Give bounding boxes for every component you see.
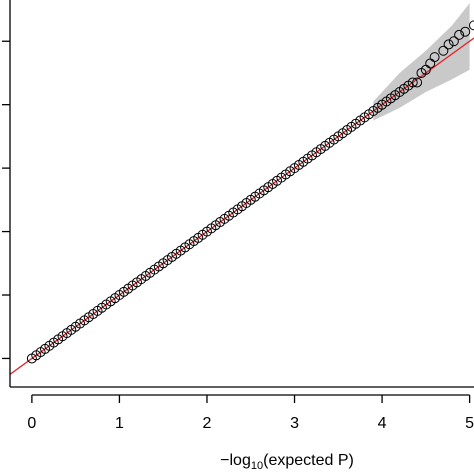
data-point [454,29,465,40]
data-point [448,36,459,47]
data-point [438,45,449,56]
x-tick-label: 1 [115,415,124,432]
data-point [407,77,418,88]
x-axis-title: −log10(expected P) [220,452,354,472]
reference-line [10,37,474,375]
x-tick-label: 4 [378,415,387,432]
x-tick-label: 3 [290,415,299,432]
plot-clip-group [10,3,474,375]
points-layer [26,20,474,364]
data-point [460,26,471,37]
data-point [429,52,440,63]
reference-line-layer [10,37,474,375]
x-tick-label: 0 [27,415,36,432]
data-point [443,39,454,50]
data-point [412,77,423,88]
plot-frame [9,0,474,388]
data-point [469,20,474,31]
y-axis [2,40,10,360]
x-tick-label: 5 [465,415,474,432]
x-tick-label: 2 [203,415,212,432]
confidence-band [373,3,470,121]
confidence-band-layer [373,3,470,121]
x-axis: 0 1 2 3 4 5 [27,394,474,432]
